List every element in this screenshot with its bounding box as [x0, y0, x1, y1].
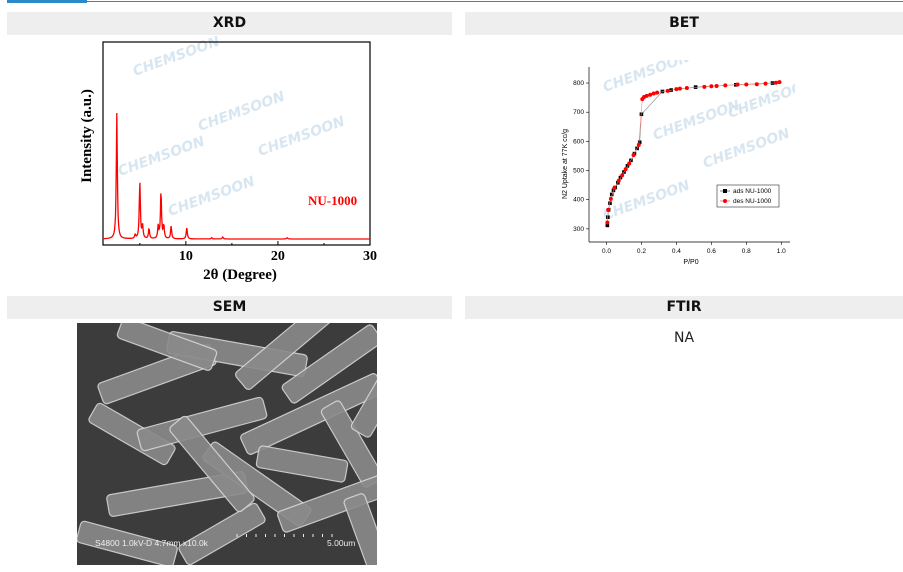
- watermark: CHEMSOON: [116, 133, 207, 179]
- bet-point-des: [616, 178, 621, 183]
- xrd-ylabel: Intensity (a.u.): [79, 89, 95, 183]
- xrd-xtick-label: 20: [271, 249, 285, 264]
- bet-ytick-label: 700: [573, 109, 584, 116]
- bet-xlabel: P/P0: [683, 259, 698, 266]
- xrd-plot-frame: [102, 41, 371, 246]
- bet-point-des: [651, 91, 656, 96]
- watermark: CHEMSOON: [166, 173, 257, 219]
- sem-rod: [350, 350, 377, 438]
- bet-point-des: [714, 83, 719, 88]
- bet-point-des: [744, 82, 749, 87]
- sem-rod: [240, 373, 377, 455]
- bet-point-des: [620, 173, 625, 178]
- bet-xtick-label: 1.0: [777, 248, 786, 255]
- tab-bar-line: [7, 1, 903, 2]
- sem-rod: [277, 475, 377, 533]
- bet-ytick-label: 400: [573, 197, 584, 204]
- bet-point-des: [674, 87, 679, 92]
- watermark: CHEMSOON: [651, 97, 742, 143]
- bet-xtick-label: 0.8: [742, 248, 751, 255]
- bet-point-ads: [637, 140, 642, 145]
- sem-header: SEM: [7, 296, 452, 319]
- bet-point-ads: [605, 223, 610, 228]
- bet-point-des: [623, 167, 628, 172]
- sem-rod: [77, 520, 178, 565]
- sem-rod: [255, 445, 349, 483]
- legend-des: des NU-1000: [733, 198, 772, 205]
- watermark: CHEMSOON: [196, 88, 287, 134]
- sem-rod: [235, 323, 339, 390]
- bet-ytick-label: 800: [573, 80, 584, 87]
- bet-point-ads: [660, 89, 665, 94]
- xrd-legend: NU-1000: [308, 193, 357, 208]
- bet-point-des: [754, 82, 759, 87]
- sem-rod: [116, 323, 218, 371]
- xrd-series-line: [103, 112, 370, 240]
- xrd-xlabel: 2θ (Degree): [203, 267, 277, 283]
- bet-point-des: [644, 93, 649, 98]
- watermark: CHEMSOON: [601, 177, 692, 223]
- sem-rod: [178, 502, 266, 565]
- bet-point-des: [636, 142, 641, 147]
- bet-point-des: [777, 80, 782, 85]
- bet-point-des: [763, 81, 768, 86]
- bet-point-des: [702, 84, 707, 89]
- watermark: CHEMSOON: [601, 60, 692, 96]
- bet-legend: ads NU-1000 des NU-1000: [716, 184, 780, 208]
- bet-ytick-label: 300: [573, 226, 584, 233]
- bet-point-des: [612, 186, 617, 191]
- sem-rod: [136, 396, 268, 452]
- xrd-xtick-label: 30: [363, 249, 377, 264]
- bet-point-des: [627, 161, 632, 166]
- bet-point-des: [606, 207, 611, 212]
- watermark: CHEMSOON: [701, 125, 792, 171]
- bet-point-des: [677, 86, 682, 91]
- bet-xtick-label: 0.0: [602, 248, 611, 255]
- bet-point-ads: [616, 180, 620, 185]
- bet-xtick-label: 0.6: [707, 248, 716, 255]
- sem-image: S4800 1.0kV-D 4.7mm x10.0k 5.00um: [77, 323, 377, 565]
- bet-ytick-label: 500: [573, 168, 584, 175]
- sem-scale: 5.00um: [327, 538, 355, 548]
- watermark: CHEMSOON: [256, 113, 347, 159]
- bet-point-des: [665, 88, 670, 93]
- bet-point-ads: [609, 192, 614, 197]
- bet-point-des: [723, 83, 728, 88]
- bet-xtick-label: 0.4: [672, 248, 681, 255]
- sem-rod: [169, 415, 255, 513]
- legend-ads: ads NU-1000: [733, 188, 772, 195]
- sem-rod: [343, 493, 377, 565]
- bet-point-des: [735, 82, 740, 87]
- bet-point-des: [648, 92, 653, 97]
- bet-point-des: [605, 220, 610, 225]
- bet-point-des: [709, 84, 714, 89]
- bet-point-des: [684, 86, 689, 90]
- sem-rod: [88, 402, 176, 466]
- ftir-content: NA: [673, 330, 695, 346]
- bet-point-des: [774, 80, 779, 85]
- bet-chart: CHEMSOONCHEMSOONCHEMSOONCHEMSOONCHEMSOON…: [562, 60, 795, 266]
- bet-ylabel: N2 Uptake at 77K cc/g: [562, 129, 569, 199]
- bet-xtick-label: 0.2: [637, 248, 646, 255]
- bet-ytick-label: 600: [573, 138, 584, 145]
- sem-caption: S4800 1.0kV-D 4.7mm x10.0k: [95, 538, 209, 548]
- ftir-header: FTIR: [465, 296, 903, 319]
- xrd-xtick-label: 10: [179, 249, 193, 264]
- bet-header: BET: [465, 12, 903, 35]
- bet-point-des: [608, 196, 613, 201]
- bet-point-des: [655, 90, 660, 95]
- sem-rod: [281, 324, 377, 404]
- xrd-header: XRD: [7, 12, 452, 35]
- bet-point-des: [631, 153, 636, 158]
